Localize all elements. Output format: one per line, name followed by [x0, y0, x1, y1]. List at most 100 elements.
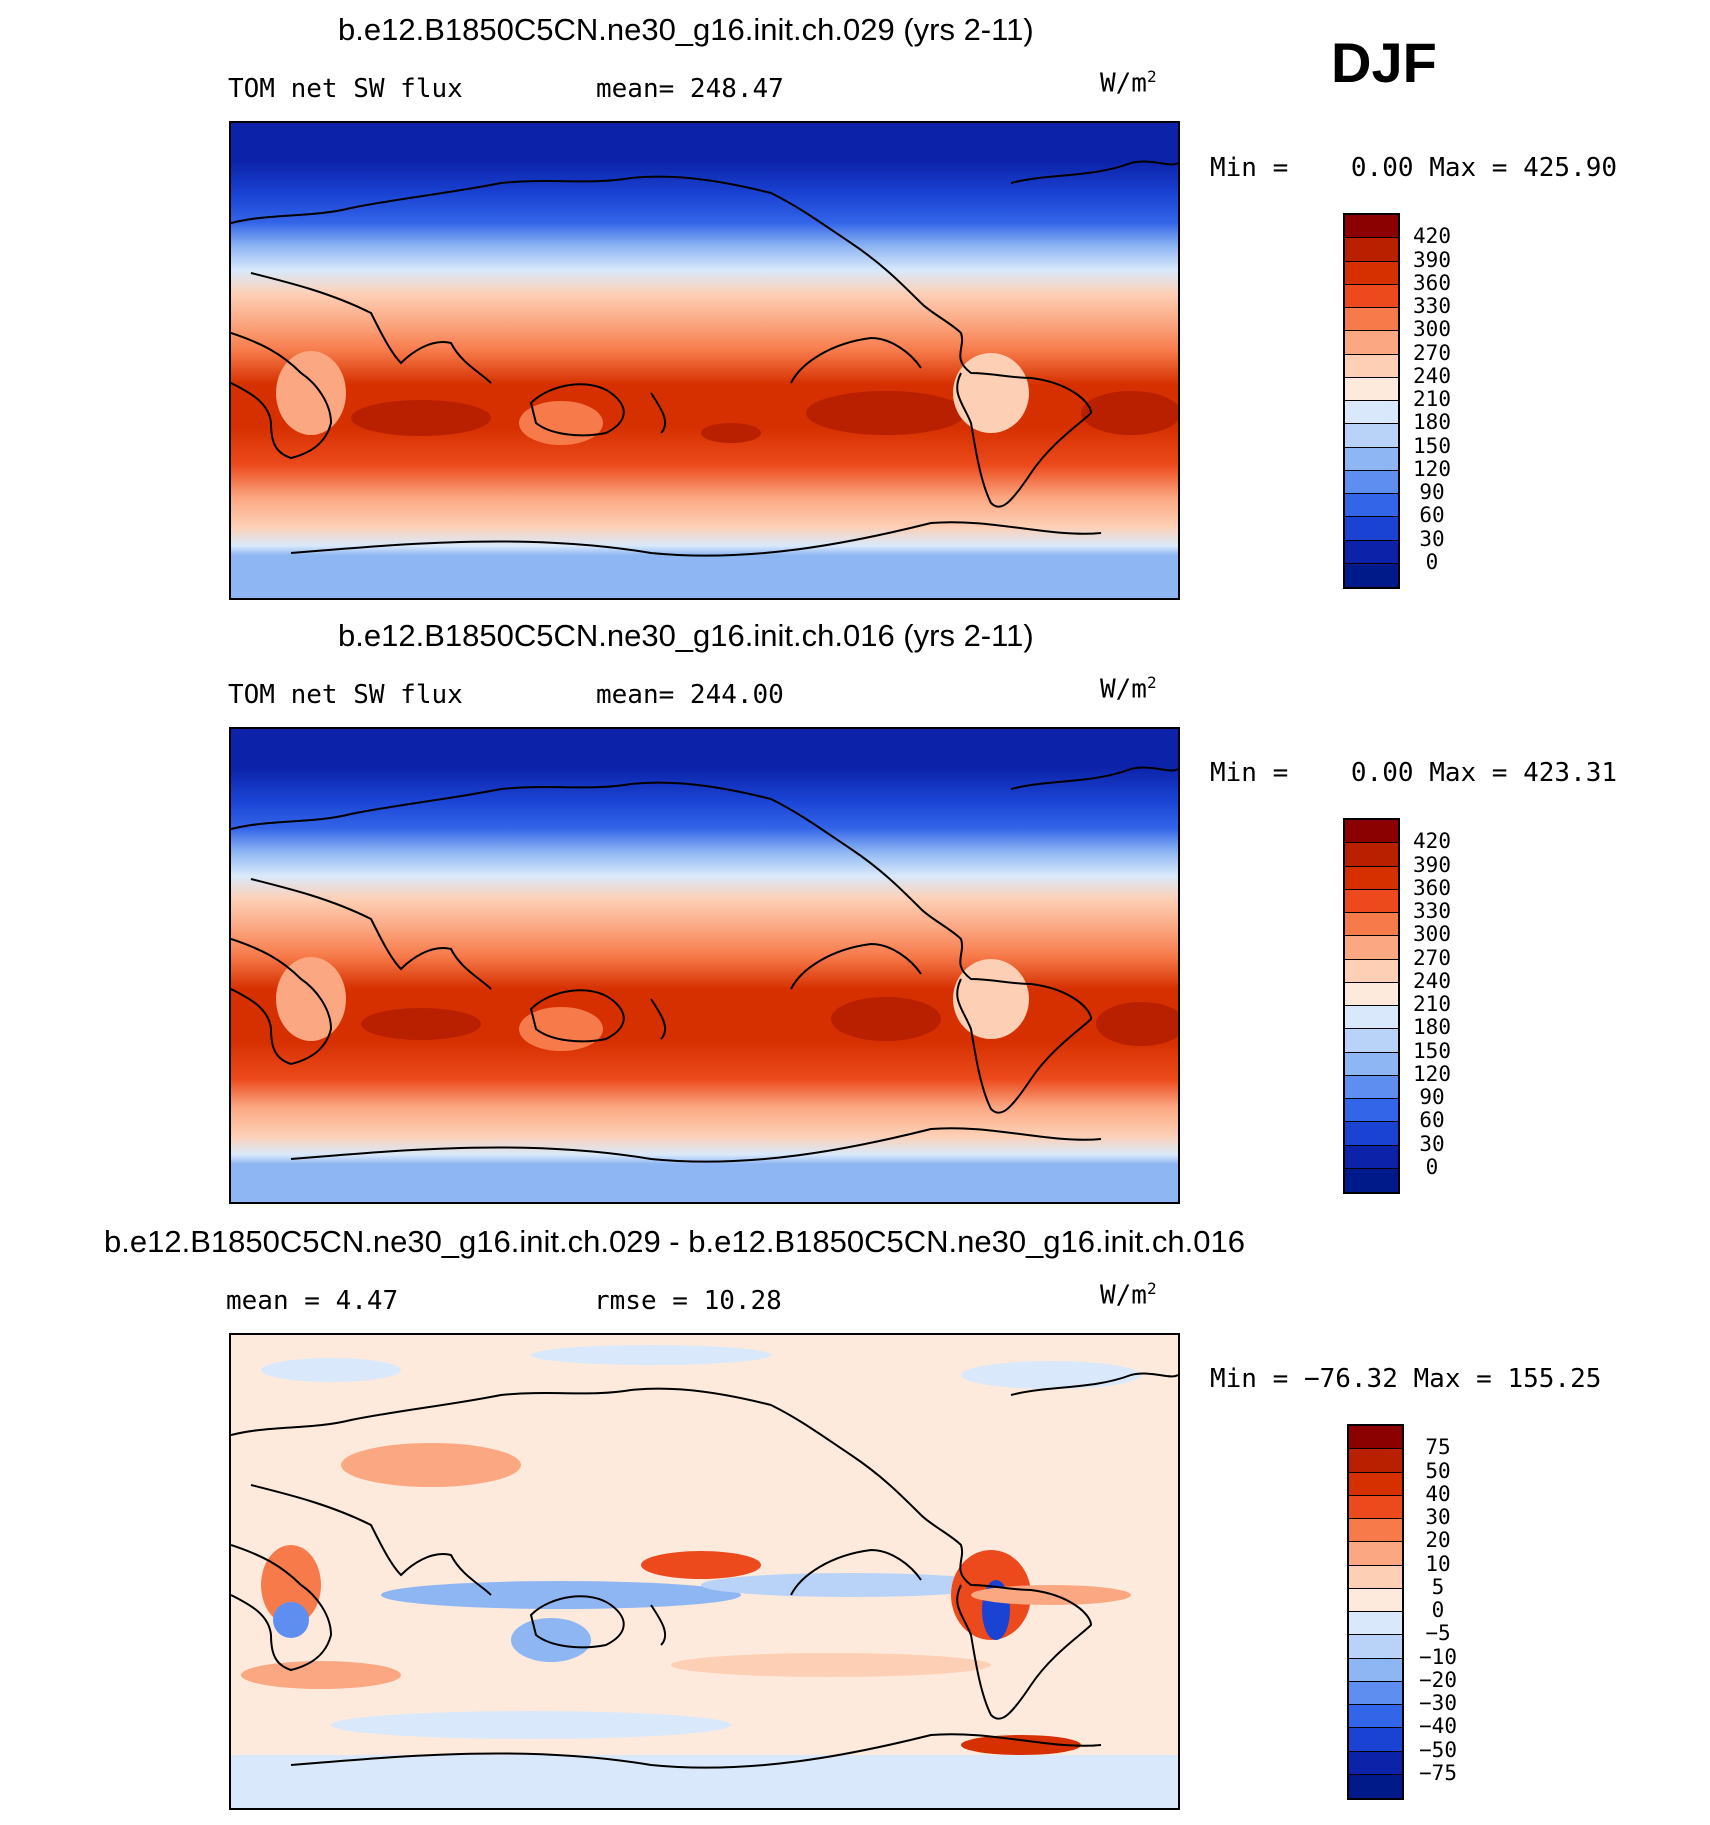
colorbar-segment	[1349, 1751, 1402, 1775]
panel-1-units: W/m2	[1100, 67, 1157, 99]
colorbar-segment	[1345, 1029, 1398, 1053]
colorbar-tick-label: 420	[1413, 829, 1451, 854]
colorbar-tick-label: 210	[1413, 387, 1451, 411]
colorbar-segment	[1345, 889, 1398, 913]
panel-3-colorbar	[1347, 1424, 1404, 1800]
colorbar-segment	[1349, 1681, 1402, 1705]
panel-1-map	[229, 121, 1180, 600]
colorbar-tick-label: 30	[1419, 1131, 1445, 1156]
panel-2-title: b.e12.B1850C5CN.ne30_g16.init.ch.016 (yr…	[338, 618, 1034, 653]
colorbar-tick-label: 20	[1425, 1528, 1451, 1553]
colorbar-tick-label: −10	[1419, 1644, 1457, 1669]
panel-3-mean-label: mean = 4.47	[226, 1286, 399, 1316]
colorbar-segment	[1345, 1145, 1398, 1169]
season-label: DJF	[1331, 31, 1437, 94]
colorbar-segment	[1345, 331, 1398, 355]
colorbar-segment	[1345, 843, 1398, 867]
colorbar-tick-label: 330	[1413, 294, 1451, 318]
colorbar-tick-label: 120	[1413, 456, 1451, 481]
panel-3-minmax: Min = −76.32 Max = 155.25	[1210, 1364, 1602, 1394]
panel-2-mean-label: mean= 244.00	[596, 680, 784, 710]
panel-3-colorbar-labels: 75 50 40 30 20 10 5 0 −5 −10 −20 −30 −40 −50 −75	[1403, 1424, 1483, 1800]
colorbar-tick-label: 120	[1413, 1061, 1451, 1086]
panel-1-title: b.e12.B1850C5CN.ne30_g16.init.ch.029 (yr…	[338, 12, 1034, 47]
panel-2-units: W/m2	[1100, 673, 1157, 705]
colorbar-segment	[1345, 401, 1398, 425]
colorbar-segment	[1349, 1658, 1402, 1682]
panel-1-colorbar-labels: 420 390 360 330 300 270 240 210 180 150 120 90 60 30 0	[1397, 213, 1477, 589]
colorbar-tick-label: 180	[1413, 1015, 1451, 1040]
colorbar-segment	[1345, 1122, 1398, 1146]
colorbar-segment	[1345, 820, 1398, 844]
colorbar-segment	[1345, 308, 1398, 332]
colorbar-tick-label: 30	[1419, 526, 1445, 551]
colorbar-tick-label: 40	[1425, 1481, 1451, 1506]
colorbar-segment	[1345, 913, 1398, 937]
colorbar-tick-label: 360	[1413, 875, 1451, 900]
colorbar-segment	[1349, 1774, 1402, 1798]
panel-3-map	[229, 1333, 1180, 1810]
colorbar-tick-label: 300	[1413, 317, 1451, 342]
colorbar-tick-label: −30	[1419, 1691, 1457, 1715]
colorbar-segment	[1345, 447, 1398, 471]
colorbar-segment	[1349, 1705, 1402, 1729]
colorbar-segment	[1349, 1565, 1402, 1589]
colorbar-tick-label: 420	[1413, 224, 1451, 249]
colorbar-tick-label: 60	[1419, 1108, 1445, 1133]
colorbar-segment	[1345, 866, 1398, 890]
panel-2-minmax: Min = 0.00 Max = 423.31	[1210, 758, 1618, 788]
colorbar-segment	[1345, 517, 1398, 541]
colorbar-segment	[1345, 377, 1398, 401]
colorbar-segment	[1345, 1052, 1398, 1076]
colorbar-segment	[1345, 354, 1398, 378]
colorbar-segment	[1345, 959, 1398, 983]
colorbar-segment	[1345, 494, 1398, 518]
colorbar-tick-label: 0	[1431, 1598, 1445, 1622]
colorbar-segment	[1345, 1006, 1398, 1030]
colorbar-segment	[1349, 1472, 1402, 1496]
colorbar-tick-label: 240	[1413, 968, 1451, 993]
colorbar-tick-label: 150	[1413, 433, 1451, 458]
colorbar-tick-label: 60	[1419, 503, 1445, 528]
colorbar-segment	[1345, 982, 1398, 1006]
panel-1-minmax: Min = 0.00 Max = 425.90	[1210, 153, 1618, 183]
colorbar-tick-label: 90	[1419, 480, 1445, 504]
colorbar-tick-label: 300	[1413, 922, 1451, 947]
colorbar-tick-label: −75	[1419, 1760, 1457, 1785]
panel-2-colorbar-labels: 420 390 360 330 300 270 240 210 180 150 120 90 60 30 0	[1397, 818, 1477, 1194]
colorbar-tick-label: 330	[1413, 899, 1451, 923]
colorbar-tick-label: 390	[1413, 852, 1451, 877]
colorbar-segment	[1349, 1728, 1402, 1752]
colorbar-tick-label: 10	[1425, 1551, 1451, 1576]
colorbar-tick-label: 5	[1431, 1574, 1445, 1599]
panel-3-rmse-label: rmse = 10.28	[594, 1286, 782, 1316]
colorbar-tick-label: 390	[1413, 247, 1451, 272]
colorbar-segment	[1345, 215, 1398, 239]
colorbar-segment	[1345, 563, 1398, 587]
colorbar-segment	[1345, 936, 1398, 960]
colorbar-tick-label: 270	[1413, 340, 1451, 365]
colorbar-tick-label: 240	[1413, 363, 1451, 388]
colorbar-tick-label: 270	[1413, 945, 1451, 970]
panel-2-field-label: TOM net SW flux	[228, 680, 463, 710]
colorbar-tick-label: 180	[1413, 410, 1451, 435]
panel-1-field-label: TOM net SW flux	[228, 74, 463, 104]
colorbar-segment	[1345, 540, 1398, 564]
colorbar-segment	[1345, 1168, 1398, 1192]
panel-3-units: W/m2	[1100, 1279, 1157, 1311]
colorbar-tick-label: 30	[1425, 1505, 1451, 1529]
colorbar-segment	[1345, 261, 1398, 285]
colorbar-segment	[1349, 1519, 1402, 1543]
colorbar-segment	[1349, 1588, 1402, 1612]
colorbar-tick-label: 50	[1425, 1458, 1451, 1483]
colorbar-segment	[1345, 284, 1398, 308]
colorbar-tick-label: 210	[1413, 992, 1451, 1016]
colorbar-tick-label: 360	[1413, 270, 1451, 295]
colorbar-segment	[1345, 238, 1398, 262]
colorbar-segment	[1349, 1495, 1402, 1519]
colorbar-segment	[1345, 1099, 1398, 1123]
colorbar-segment	[1349, 1449, 1402, 1473]
colorbar-segment	[1349, 1542, 1402, 1566]
colorbar-tick-label: 0	[1425, 549, 1439, 574]
colorbar-segment	[1349, 1612, 1402, 1636]
